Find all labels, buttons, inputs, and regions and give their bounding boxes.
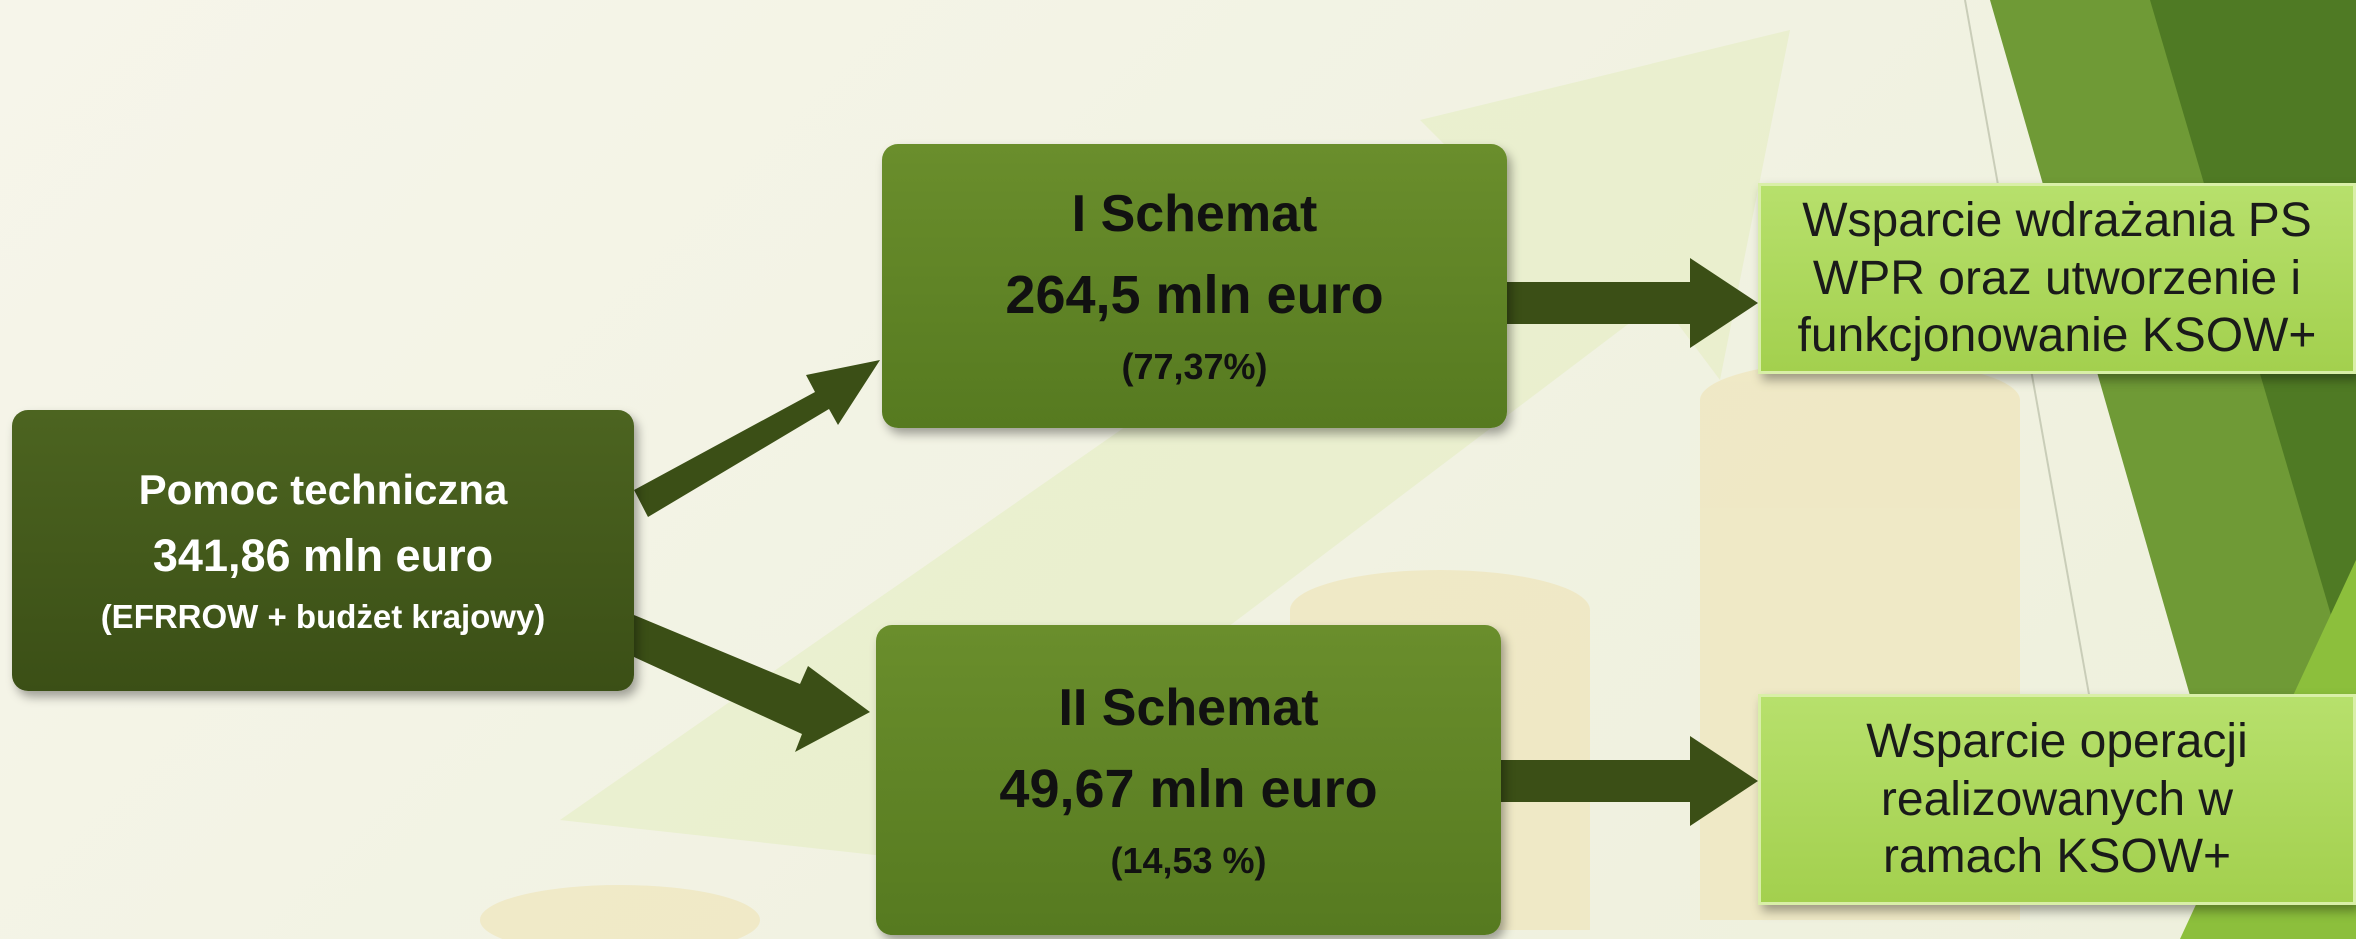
source-note: (EFRROW + budżet krajowy) xyxy=(101,598,546,636)
scheme-amount: 49,67 mln euro xyxy=(999,758,1377,820)
scheme-box: II Schemat 49,67 mln euro (14,53 %) xyxy=(876,625,1501,935)
source-box: Pomoc techniczna 341,86 mln euro (EFRROW… xyxy=(12,410,634,691)
scheme-amount: 264,5 mln euro xyxy=(1005,264,1383,326)
scheme-share: (14,53 %) xyxy=(1110,840,1266,882)
source-title: Pomoc techniczna xyxy=(139,466,508,514)
scheme-share: (77,37%) xyxy=(1121,346,1267,388)
scheme-box: I Schemat 264,5 mln euro (77,37%) xyxy=(882,144,1507,428)
page: {"source": {"title": "Pomoc techniczna",… xyxy=(0,0,2356,939)
arrow xyxy=(634,360,880,517)
source-amount: 341,86 mln euro xyxy=(153,530,493,582)
outcome-box: Wsparcie wdrażania PS WPR oraz utworzeni… xyxy=(1758,183,2356,374)
scheme-title: I Schemat xyxy=(1072,184,1318,244)
scheme-title: II Schemat xyxy=(1058,678,1318,738)
outcome-text: Wsparcie operacji realizowanych w ramach… xyxy=(1821,713,2293,886)
outcome-text: Wsparcie wdrażania PS WPR oraz utworzeni… xyxy=(1785,192,2329,365)
outcome-box: Wsparcie operacji realizowanych w ramach… xyxy=(1758,694,2356,905)
